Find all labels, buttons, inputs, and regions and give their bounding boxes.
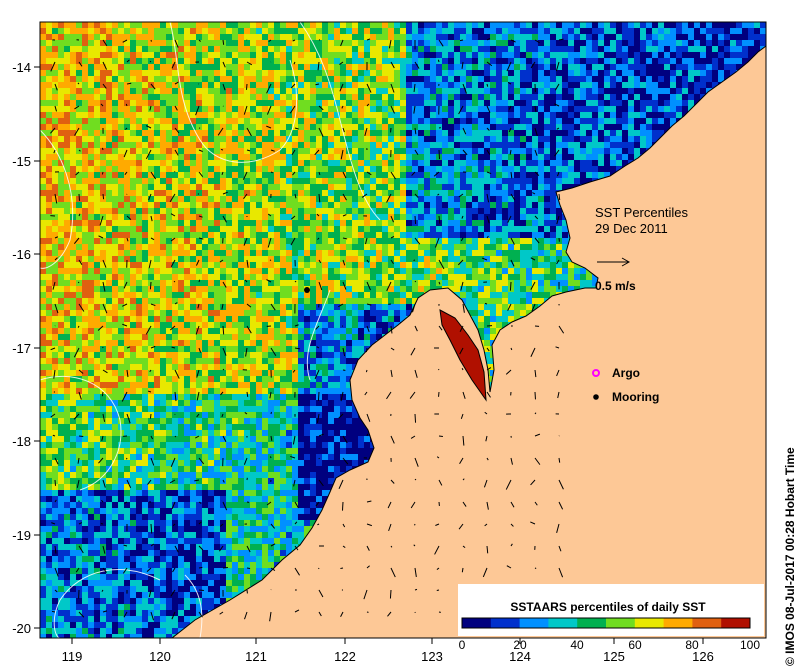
colorbar-swatch	[577, 618, 607, 628]
colorbar-swatch	[663, 618, 693, 628]
plot-frame	[39, 21, 767, 639]
y-tick-label: -15	[12, 154, 31, 169]
x-axis	[71, 638, 704, 644]
x-tick-label: 126	[692, 649, 714, 664]
peninsula	[439, 309, 487, 402]
y-tick-label: -20	[12, 621, 31, 636]
x-tick-label: 122	[334, 649, 356, 664]
x-tick-label: 124	[509, 649, 531, 664]
colorbar-tick: 0	[459, 638, 466, 652]
x-tick-label: 123	[421, 649, 443, 664]
y-tick-label: -18	[12, 434, 31, 449]
colorbar	[462, 618, 751, 628]
y-tick-label: -16	[12, 247, 31, 262]
x-tick-label: 120	[149, 649, 171, 664]
colorbar-tick: 100	[740, 638, 760, 652]
argo-legend-label: Argo	[612, 366, 640, 380]
colorbar-swatch	[519, 618, 549, 628]
map-title: SST Percentiles	[595, 205, 688, 220]
colorbar-swatch	[490, 618, 521, 628]
colorbar-tick: 80	[685, 638, 699, 652]
credit-text: © IMOS 08-Jul-2017 00:28 Hobart Time	[783, 447, 797, 666]
current-contours	[40, 22, 381, 638]
y-tick-label: -19	[12, 528, 31, 543]
argo-legend-icon	[592, 369, 600, 377]
colorbar-tick: 20	[513, 638, 527, 652]
colorbar-swatch	[721, 618, 751, 628]
map-date: 29 Dec 2011	[595, 221, 668, 236]
y-tick-label: -14	[12, 60, 31, 75]
vector-scale-label: 0.5 m/s	[595, 279, 636, 293]
colorbar-tick: 40	[570, 638, 584, 652]
mooring-marker[interactable]	[304, 287, 310, 293]
x-tick-label: 121	[245, 649, 267, 664]
colorbar-swatch	[606, 618, 636, 628]
vector-scale-arrow	[597, 257, 631, 267]
x-tick-label: 125	[603, 649, 625, 664]
velocity-vectors	[50, 37, 565, 622]
colorbar-swatch	[692, 618, 722, 628]
mooring-legend-icon	[593, 394, 599, 400]
colorbar-swatch	[634, 618, 665, 628]
x-tick-label: 119	[62, 649, 83, 664]
mooring-legend-label: Mooring	[612, 390, 659, 404]
colorbar-swatch	[462, 618, 492, 628]
y-axis	[34, 66, 40, 629]
colorbar-tick: 60	[628, 638, 642, 652]
land-mass	[171, 22, 766, 638]
colorbar-swatch	[548, 618, 578, 628]
colorbar-title: SSTAARS percentiles of daily SST	[510, 600, 706, 614]
y-tick-label: -17	[12, 341, 31, 356]
